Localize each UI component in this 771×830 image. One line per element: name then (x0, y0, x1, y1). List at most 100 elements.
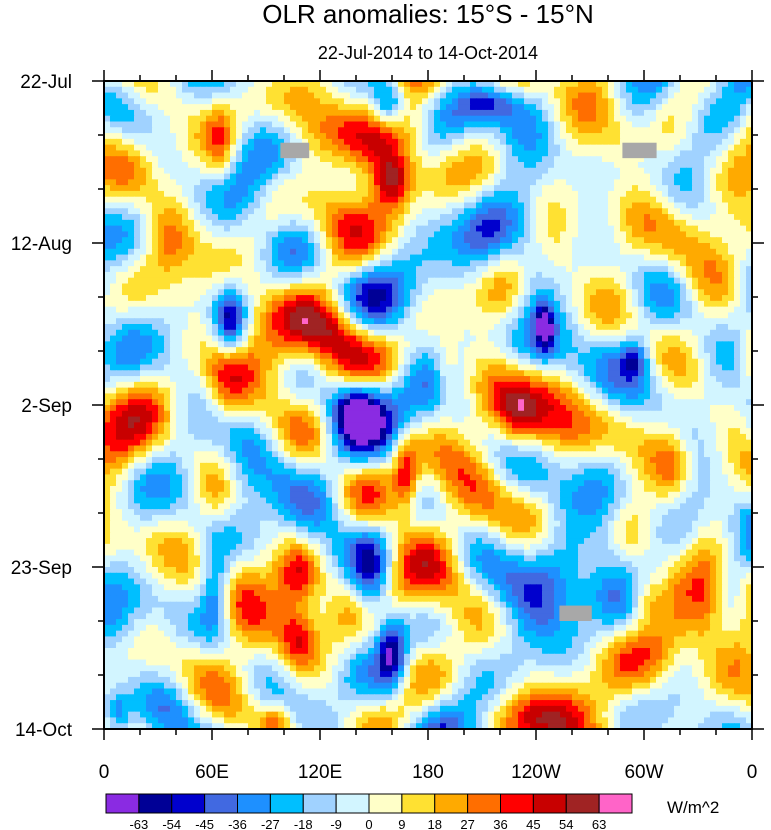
heatmap-cell (374, 341, 381, 348)
heatmap-cell (590, 109, 597, 117)
heatmap-cell (488, 295, 495, 302)
heatmap-cell (278, 133, 285, 140)
heatmap-cell (440, 289, 447, 296)
heatmap-cell (416, 144, 423, 152)
heatmap-cell (494, 179, 501, 186)
heatmap-cell (596, 150, 603, 157)
heatmap-cell (278, 254, 285, 261)
heatmap-cell (572, 283, 579, 290)
heatmap-cell (302, 225, 309, 233)
heatmap-cell (620, 196, 627, 204)
heatmap-cell (608, 104, 615, 111)
heatmap-cell (338, 300, 345, 308)
heatmap-cell (176, 260, 183, 267)
heatmap-cell (284, 248, 291, 256)
heatmap-cell (248, 167, 255, 175)
heatmap-cell (524, 162, 531, 169)
heatmap-cell (650, 231, 657, 238)
heatmap-cell (164, 109, 171, 117)
heatmap-cell (368, 138, 375, 146)
heatmap-cell (446, 231, 453, 238)
heatmap-cell (722, 86, 729, 94)
heatmap-cell (242, 289, 249, 296)
heatmap-cell (314, 248, 321, 256)
heatmap-cell (296, 219, 303, 227)
heatmap-cell (344, 260, 351, 267)
heatmap-cell (458, 266, 465, 273)
heatmap-cell (248, 243, 255, 250)
heatmap-cell (644, 283, 651, 290)
heatmap-cell (386, 127, 393, 134)
heatmap-cell (140, 81, 147, 88)
heatmap-cell (620, 162, 627, 169)
heatmap-cell (542, 248, 549, 256)
heatmap-cell (692, 144, 699, 152)
heatmap-cell (662, 133, 669, 140)
heatmap-cell (140, 341, 147, 348)
heatmap-cell (626, 185, 633, 192)
heatmap-cell (170, 335, 177, 342)
heatmap-cell (362, 219, 369, 227)
heatmap-cell (524, 115, 531, 123)
heatmap-cell (512, 248, 519, 256)
heatmap-cell (644, 260, 651, 267)
heatmap-cell (110, 109, 117, 117)
heatmap-cell (692, 86, 699, 94)
heatmap-cell (464, 127, 471, 134)
heatmap-cell (158, 214, 165, 221)
heatmap-cell (362, 167, 369, 175)
heatmap-cell (596, 81, 603, 88)
heatmap-cell (470, 156, 477, 163)
heatmap-cell (710, 162, 717, 169)
heatmap-cell (128, 86, 135, 94)
heatmap-cell (182, 329, 189, 337)
heatmap-cell (452, 81, 459, 88)
heatmap-cell (518, 277, 525, 285)
heatmap-cell (254, 150, 261, 157)
heatmap-cell (422, 190, 429, 198)
heatmap-cell (290, 167, 297, 175)
heatmap-cell (518, 202, 525, 209)
heatmap-cell (746, 219, 752, 227)
heatmap-cell (506, 341, 513, 348)
heatmap-cell (410, 98, 417, 105)
heatmap-cell (548, 185, 555, 192)
heatmap-cell (560, 133, 567, 140)
heatmap-cell (626, 231, 633, 238)
heatmap-cell (218, 254, 225, 261)
heatmap-cell (494, 162, 501, 169)
heatmap-cell (476, 115, 483, 123)
heatmap-cell (746, 86, 752, 94)
heatmap-cell (194, 312, 201, 319)
heatmap-cell (542, 324, 549, 331)
heatmap-cell (344, 167, 351, 175)
heatmap-cell (638, 283, 645, 290)
heatmap-cell (326, 162, 333, 169)
heatmap-cell (548, 190, 555, 198)
heatmap-cell (140, 312, 147, 319)
heatmap-cell (476, 277, 483, 285)
heatmap-cell (470, 162, 477, 169)
heatmap-cell (674, 283, 681, 290)
heatmap-cell (680, 190, 687, 198)
heatmap-cell (656, 185, 663, 192)
heatmap-cell (716, 306, 723, 314)
heatmap-cell (434, 208, 441, 215)
heatmap-cell (452, 248, 459, 256)
heatmap-cell (242, 324, 249, 331)
heatmap-cell (110, 306, 117, 314)
heatmap-cell (428, 202, 435, 209)
heatmap-cell (590, 104, 597, 111)
heatmap-cell (734, 341, 741, 348)
heatmap-cell (242, 347, 249, 354)
heatmap-cell (566, 179, 573, 186)
heatmap-cell (488, 104, 495, 111)
heatmap-cell (476, 243, 483, 250)
heatmap-cell (590, 329, 597, 337)
heatmap-cell (164, 300, 171, 308)
heatmap-cell (212, 133, 219, 140)
heatmap-cell (566, 277, 573, 285)
heatmap-cell (224, 86, 231, 94)
heatmap-cell (560, 167, 567, 175)
heatmap-cell (410, 133, 417, 140)
